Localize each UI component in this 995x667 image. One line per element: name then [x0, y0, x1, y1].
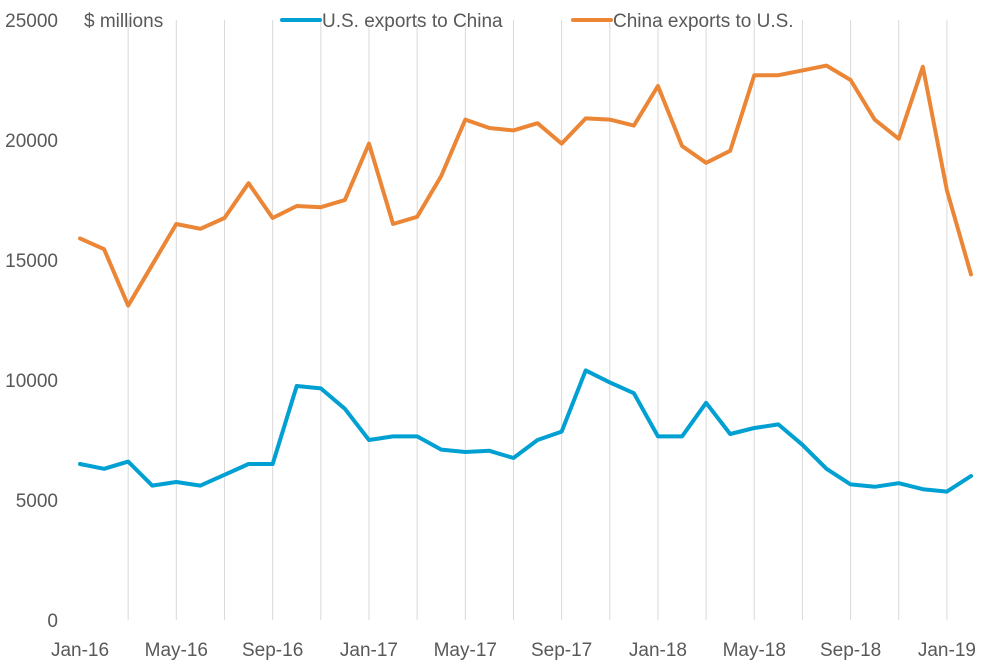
legend-label: U.S. exports to China — [322, 11, 503, 32]
series — [78, 63, 973, 494]
x-tick-label: Sep-18 — [820, 640, 881, 661]
x-tick-label: May-16 — [145, 640, 208, 661]
x-tick-label: Jan-18 — [629, 640, 687, 661]
x-tick-label: Sep-16 — [242, 640, 303, 661]
y-axis-unit-label: $ millions — [84, 11, 163, 32]
x-tick-label: Jan-19 — [918, 640, 976, 661]
axes: 0 5000 10000 15000 20000 25000 Jan-16 May-16 Sep… — [5, 11, 976, 661]
legend: U.S. exports to China China exports to U.… — [280, 11, 794, 32]
y-tick-label: 20000 — [5, 131, 58, 152]
series-line-us-exports-to-china — [78, 368, 973, 494]
y-tick-label: 10000 — [5, 371, 58, 392]
y-tick-label: 5000 — [16, 491, 58, 512]
legend-label: China exports to U.S. — [613, 11, 794, 32]
x-tick-label: Jan-17 — [340, 640, 398, 661]
x-tick-label: May-18 — [723, 640, 786, 661]
x-tick-label: Jan-16 — [51, 640, 109, 661]
y-tick-label: 15000 — [5, 251, 58, 272]
x-tick-label: Sep-17 — [531, 640, 592, 661]
x-tick-label: May-17 — [434, 640, 497, 661]
series-line-china-exports-to-us — [78, 63, 973, 308]
gridlines — [127, 20, 948, 620]
y-tick-label: 0 — [47, 611, 58, 632]
y-tick-label: 25000 — [5, 11, 58, 32]
